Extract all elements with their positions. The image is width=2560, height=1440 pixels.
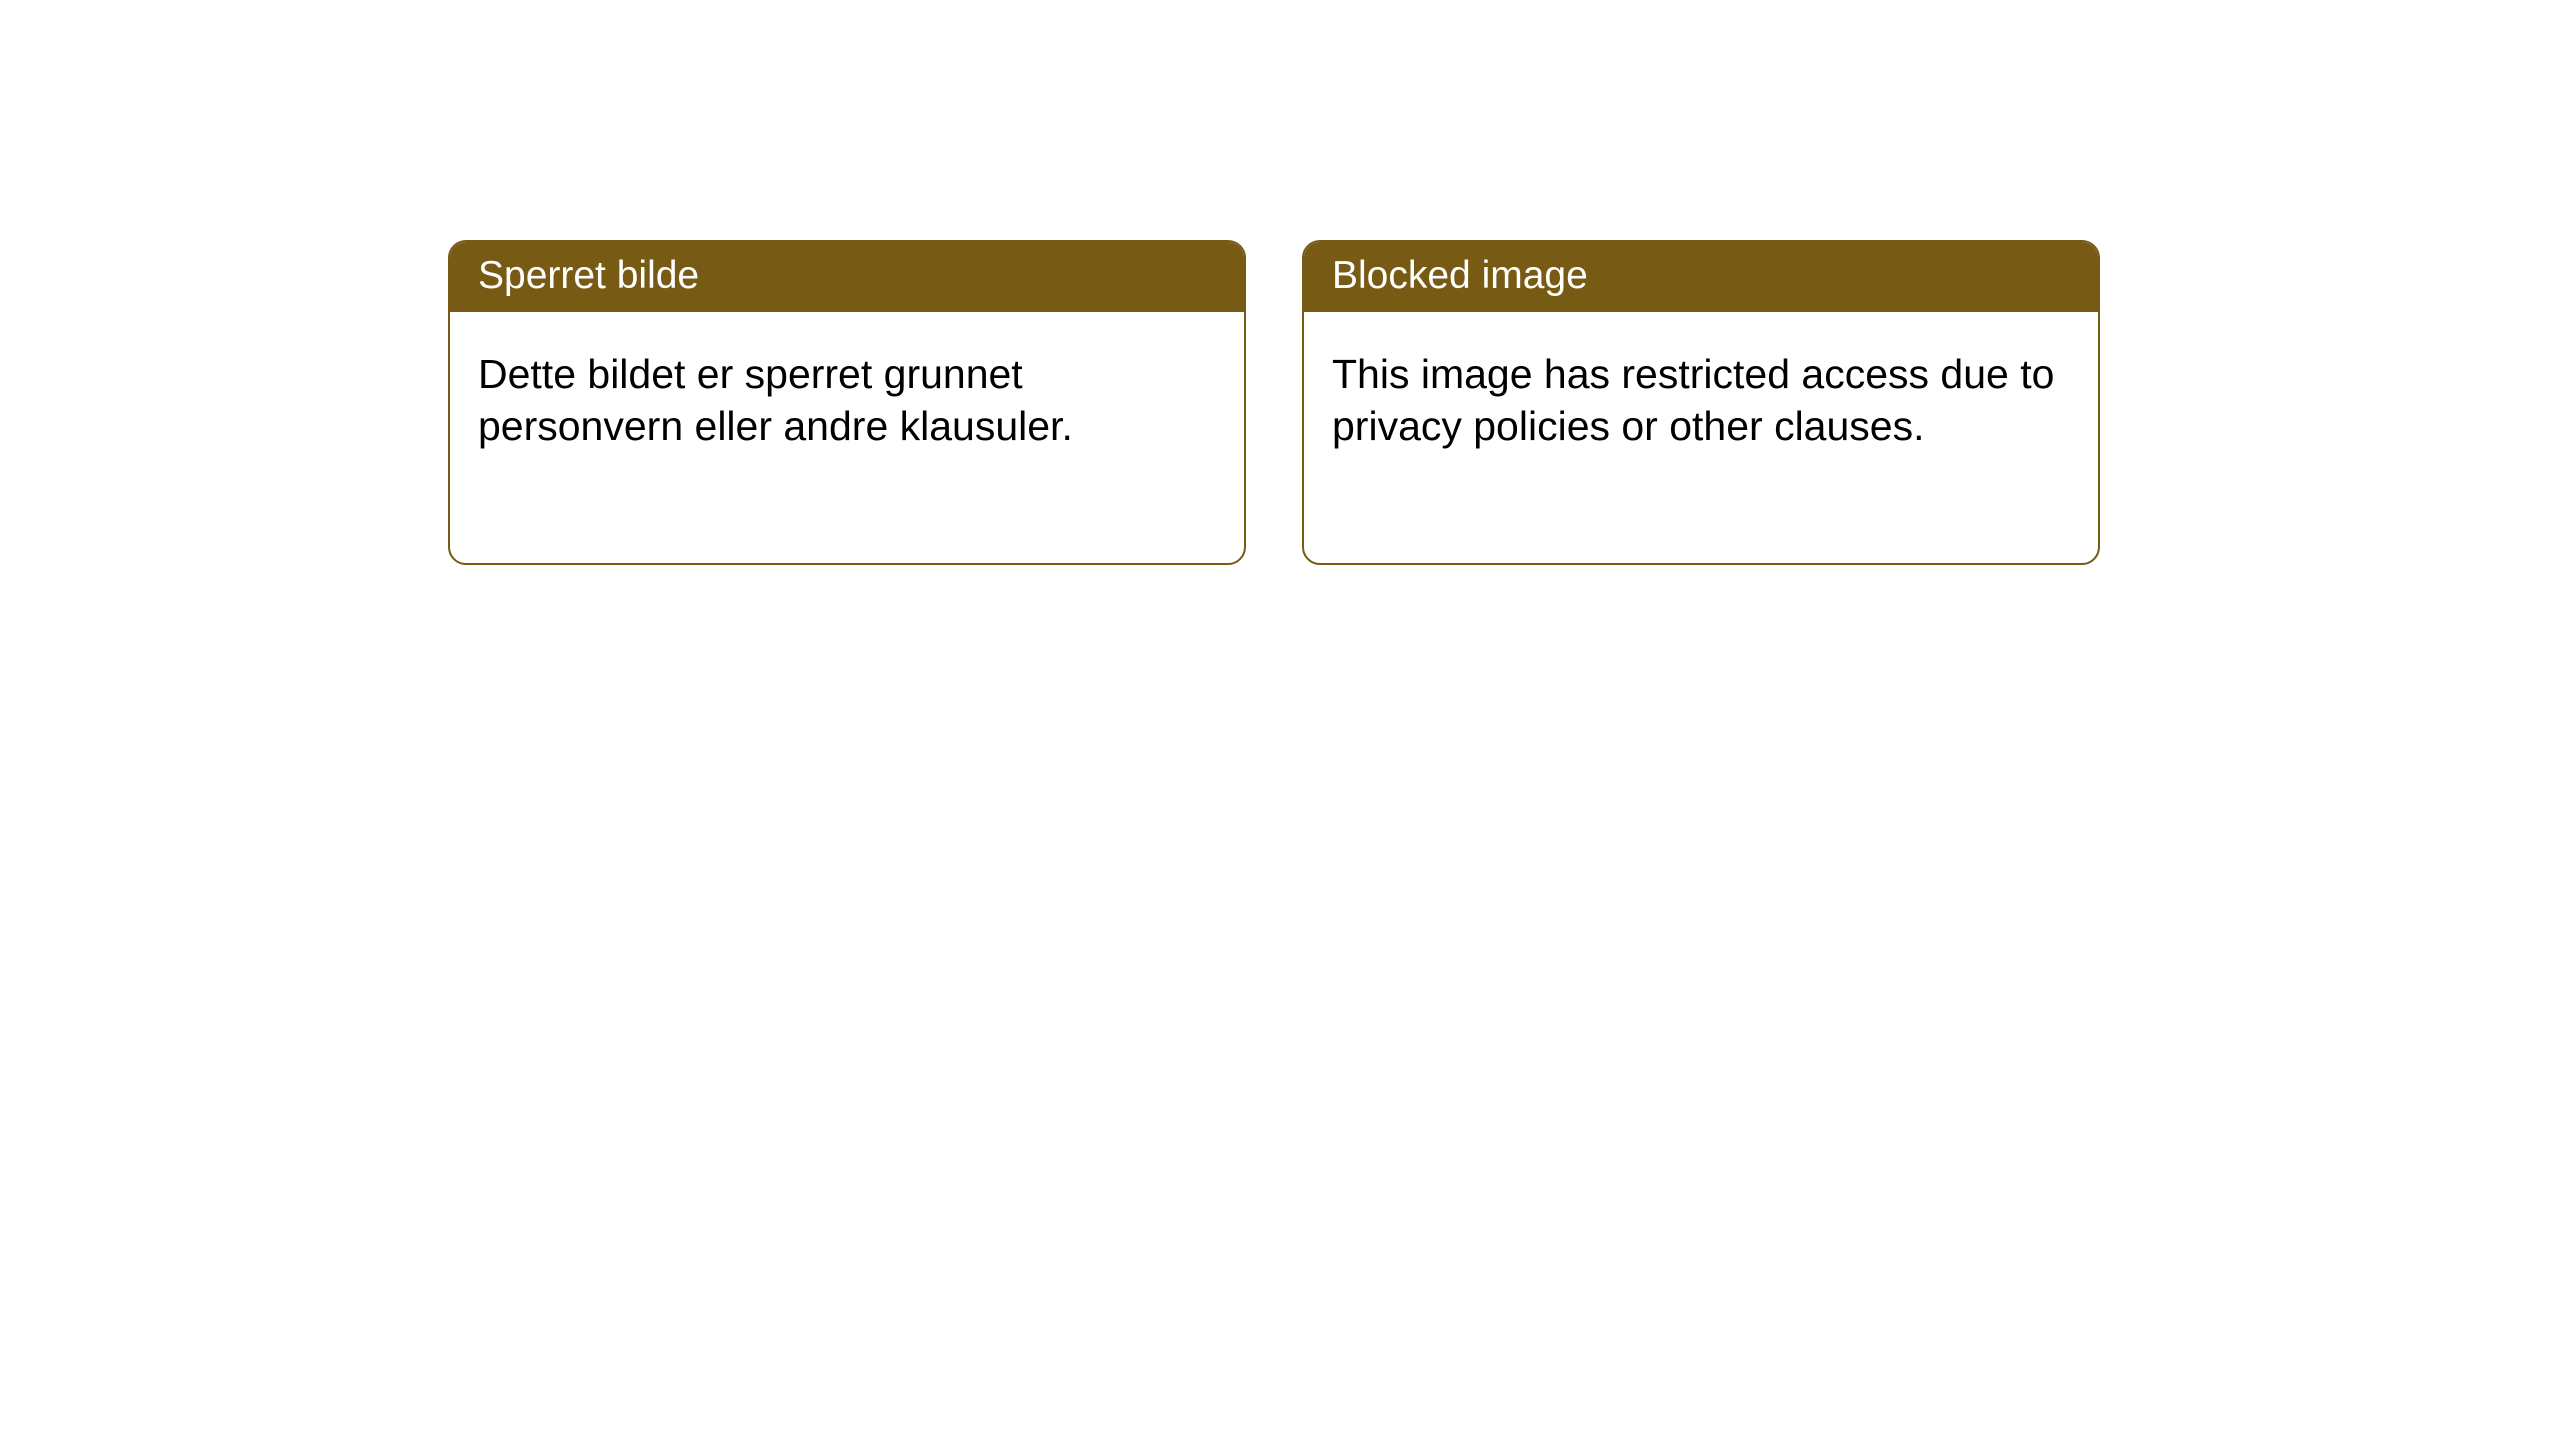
notice-card-english: Blocked image This image has restricted … xyxy=(1302,240,2100,565)
notice-body: This image has restricted access due to … xyxy=(1304,312,2098,563)
notice-container: Sperret bilde Dette bildet er sperret gr… xyxy=(448,240,2100,565)
notice-title: Blocked image xyxy=(1304,242,2098,312)
notice-title: Sperret bilde xyxy=(450,242,1244,312)
notice-card-norwegian: Sperret bilde Dette bildet er sperret gr… xyxy=(448,240,1246,565)
notice-body: Dette bildet er sperret grunnet personve… xyxy=(450,312,1244,563)
